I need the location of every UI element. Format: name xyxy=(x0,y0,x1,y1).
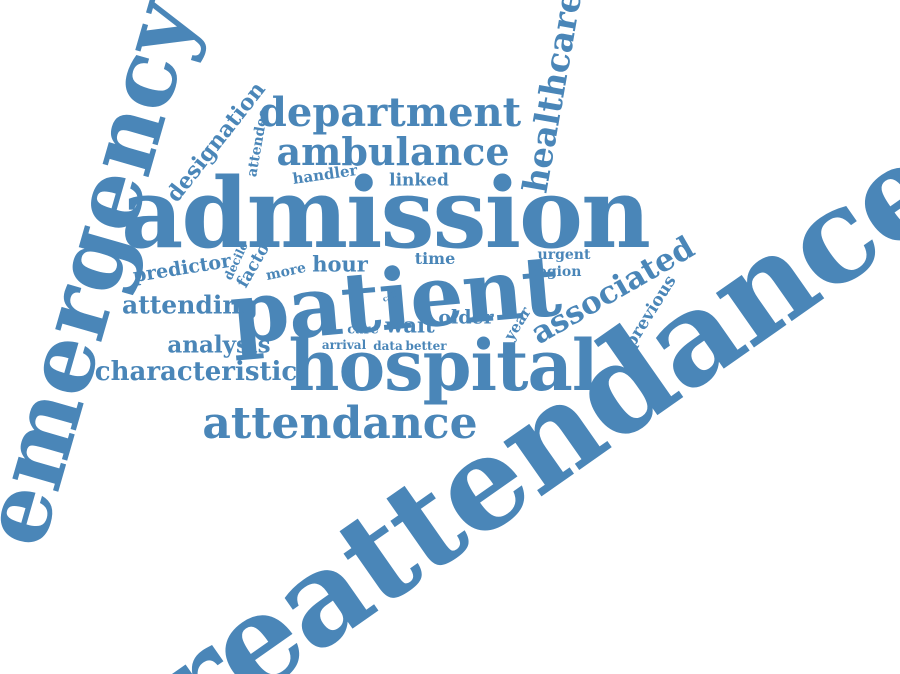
word-data: data xyxy=(373,339,403,353)
word-attending: attending xyxy=(121,290,259,320)
word-better: better xyxy=(405,339,447,353)
word-admission: admission xyxy=(121,157,651,270)
word-care: care xyxy=(347,322,379,338)
word-arrival: arrival xyxy=(321,338,367,352)
word-hospital: hospital xyxy=(288,324,599,407)
word-region: region xyxy=(530,264,582,280)
word-department: department xyxy=(258,89,522,136)
word-time: time xyxy=(414,249,456,268)
word-analysis: analysis xyxy=(167,331,271,359)
word-urgent: urgent xyxy=(537,247,591,263)
word-attendance: attendance xyxy=(202,398,478,449)
word-hour: hour xyxy=(312,251,368,277)
word-linked: linked xyxy=(389,170,449,191)
word-ambulance: ambulance xyxy=(276,129,510,174)
word-wait: wait xyxy=(385,312,435,338)
word-characteristic: characteristic xyxy=(94,357,298,387)
word-older: older xyxy=(438,306,494,329)
